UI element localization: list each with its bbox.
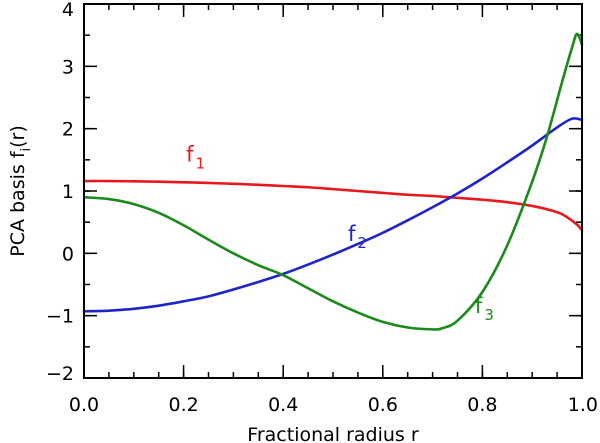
y-tick-label: 2 [62,119,74,141]
plot-frame [83,3,583,379]
x-tick-label: 1.0 [568,394,598,416]
series-label-subscript: 3 [484,306,494,324]
series-label-name: f [186,143,194,167]
x-tick-label: 0.0 [69,394,99,416]
y-axis-title: PCA basis fi(r) [7,125,34,257]
y-tick-label: 0 [62,243,74,265]
y-tick-label: 3 [62,56,74,78]
y-tick-label: 4 [62,0,74,21]
y-tick-label: −1 [46,306,74,328]
x-tick-label: 0.6 [368,394,398,416]
x-tick-label: 0.2 [168,394,198,416]
series-line-f3 [82,32,584,331]
x-axis-title: Fractional radius r [247,424,419,443]
series-line-f2 [82,117,584,313]
x-tick-label: 0.8 [467,394,497,416]
y-axis-title-main: PCA basis f [7,150,29,257]
series-line-f1 [82,179,584,232]
y-tick-label: −2 [46,363,74,385]
series-label-subscript: 1 [195,155,205,173]
ticks-layer [83,3,583,379]
y-axis-title-suffix: (r) [7,125,29,148]
series-label-name: f [348,222,356,246]
series-label-name: f [475,294,483,318]
y-axis-title-subscript: i [19,148,34,152]
series-layer [82,32,584,331]
x-tick-label: 0.4 [268,394,298,416]
series-label-subscript: 2 [357,234,367,252]
y-axis-title-text: PCA basis fi(r) [7,125,34,257]
y-tick-label: 1 [62,181,74,203]
